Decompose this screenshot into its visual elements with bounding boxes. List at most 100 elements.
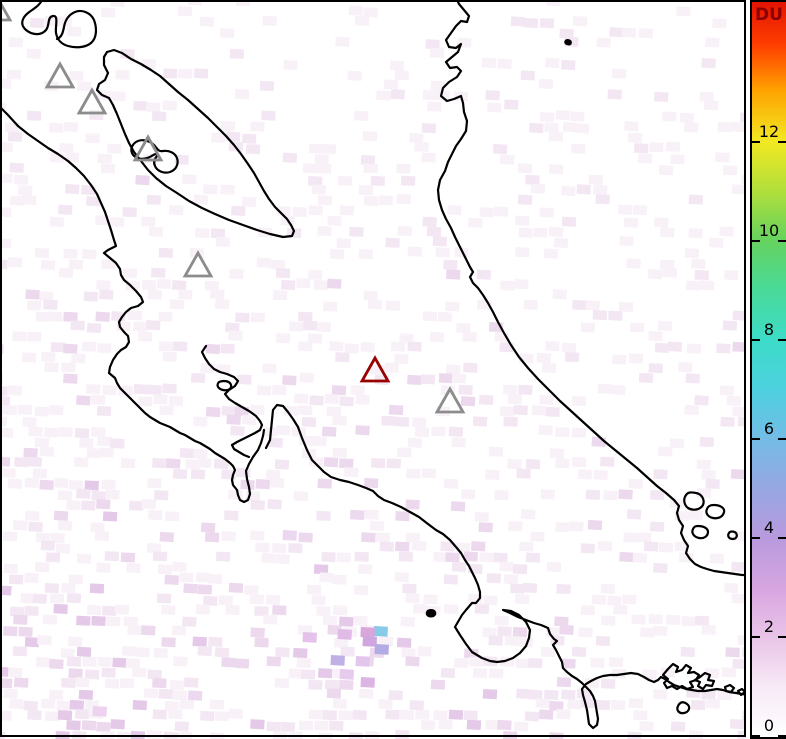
- data-pixel: [120, 552, 136, 563]
- data-pixel: [709, 553, 725, 564]
- data-pixel: [653, 469, 668, 480]
- data-pixel: [225, 131, 241, 142]
- data-pixel: [316, 605, 331, 617]
- data-pixel: [90, 394, 106, 405]
- data-pixel: [624, 121, 639, 132]
- data-pixel: [133, 100, 148, 112]
- data-pixel: [701, 469, 716, 481]
- data-pixel: [560, 59, 576, 71]
- data-pixel: [628, 698, 644, 709]
- data-pixel: [210, 732, 225, 739]
- data-pixel: [66, 26, 82, 37]
- data-pixel: [214, 647, 230, 658]
- data-pixel: [539, 111, 555, 123]
- data-pixel: [263, 614, 278, 625]
- data-pixel: [83, 291, 99, 302]
- coastline-gulf-inlet-shore: [200, 344, 264, 459]
- data-pixel: [474, 603, 490, 615]
- data-pixel: [190, 372, 206, 384]
- data-pixel: [2, 404, 18, 416]
- data-pixel: [210, 289, 225, 300]
- data-pixel: [647, 269, 663, 280]
- data-pixel: [339, 396, 354, 407]
- data-pixel: [0, 395, 11, 407]
- data-pixel: [316, 322, 332, 333]
- data-pixel: [407, 437, 423, 448]
- data-pixel: [283, 59, 298, 71]
- data-pixel: [429, 331, 445, 343]
- data-pixel: [1, 467, 16, 479]
- data-pixel: [555, 427, 570, 438]
- data-pixel: [317, 478, 332, 489]
- data-pixel: [405, 593, 420, 604]
- data-pixel: [539, 18, 555, 29]
- data-pixel: [293, 490, 309, 502]
- coastline-caribbean-coastline: [436, 0, 746, 577]
- volcano-marker: [434, 386, 466, 414]
- data-pixel: [396, 637, 412, 648]
- data-pixel: [272, 290, 288, 301]
- data-pixel: [331, 385, 347, 396]
- data-pixel: [600, 456, 615, 467]
- data-pixel: [660, 259, 675, 270]
- data-pixel: [555, 521, 570, 533]
- data-pixel: [421, 152, 436, 163]
- data-pixel: [517, 194, 533, 205]
- data-pixel: [433, 551, 448, 563]
- data-pixel: [420, 374, 436, 385]
- data-pixel: [394, 416, 410, 427]
- data-pixel: [135, 175, 150, 186]
- data-pixel: [143, 688, 159, 699]
- data-pixel: [321, 143, 337, 155]
- data-pixel: [8, 37, 23, 48]
- data-pixel: [56, 700, 71, 711]
- data-pixel: [544, 689, 559, 701]
- data-pixel: [225, 322, 240, 333]
- data-pixel: [463, 362, 478, 373]
- data-pixel: [317, 163, 332, 174]
- data-pixel: [332, 415, 347, 426]
- data-pixel: [81, 720, 97, 731]
- data-pixel: [688, 194, 704, 205]
- colorbar-tick-mark: [752, 536, 760, 539]
- data-pixel: [199, 16, 215, 27]
- data-pixel: [24, 510, 40, 522]
- data-pixel: [173, 656, 188, 667]
- data-pixel: [548, 131, 564, 142]
- data-pixel: [250, 627, 265, 638]
- data-pixel: [9, 698, 24, 709]
- data-pixel: [146, 320, 161, 331]
- data-pixel: [89, 110, 104, 121]
- data-pixel: [9, 195, 25, 206]
- data-pixel: [200, 522, 216, 533]
- data-pixel: [499, 406, 515, 417]
- data-pixel: [414, 427, 430, 438]
- data-pixel: [607, 89, 622, 100]
- data-pixel: [518, 227, 533, 238]
- data-pixel: [720, 416, 735, 428]
- data-pixel: [623, 532, 638, 543]
- data-pixel: [61, 582, 76, 594]
- data-pixel: [204, 280, 220, 291]
- data-pixel: [148, 509, 163, 521]
- data-pixel: [515, 658, 531, 669]
- data-pixel: [307, 175, 323, 187]
- data-pixel: [670, 154, 685, 165]
- data-pixel: [244, 585, 259, 596]
- data-pixel: [293, 647, 308, 659]
- data-pixel: [430, 80, 446, 91]
- data-pixel: [394, 353, 409, 365]
- data-pixel: [676, 6, 691, 17]
- data-pixel: [519, 541, 534, 552]
- data-pixel: [323, 301, 338, 312]
- data-pixel: [6, 69, 22, 80]
- data-pixel: [128, 500, 144, 511]
- data-pixel: [254, 637, 269, 648]
- colorbar-tick-label: 12: [758, 122, 780, 142]
- data-pixel: [556, 583, 571, 595]
- data-pixel: [608, 656, 624, 668]
- data-pixel: [611, 384, 626, 396]
- data-pixel: [637, 153, 653, 164]
- data-pixel: [352, 709, 367, 721]
- data-pixel: [237, 374, 252, 385]
